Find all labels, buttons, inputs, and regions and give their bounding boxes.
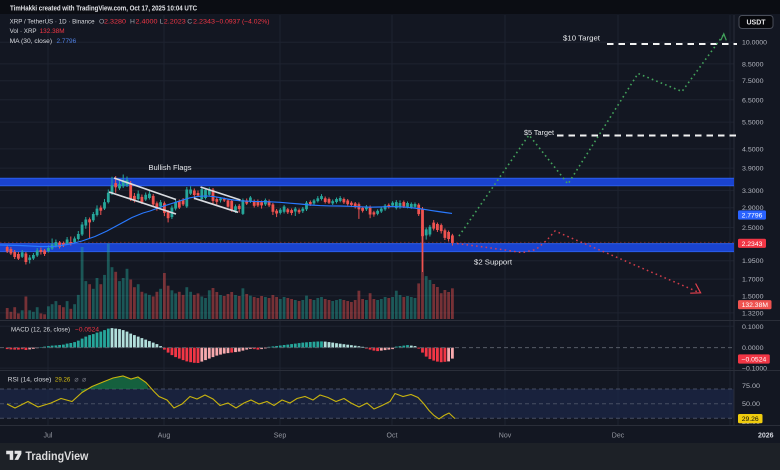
svg-text:2026: 2026 — [758, 433, 774, 440]
svg-text:TradingView: TradingView — [25, 449, 89, 463]
svg-text:Dec: Dec — [612, 433, 625, 440]
svg-text:⌀: ⌀ — [74, 376, 78, 383]
svg-text:3.9000: 3.9000 — [742, 166, 764, 173]
svg-text:$10 Target: $10 Target — [563, 34, 601, 43]
svg-text:XRP / TetherUS · 1D · Binance: XRP / TetherUS · 1D · Binance — [10, 19, 95, 26]
svg-text:L: L — [160, 19, 164, 26]
svg-text:3.3000: 3.3000 — [742, 188, 764, 195]
svg-text:2.2343: 2.2343 — [193, 19, 215, 26]
svg-text:⌀: ⌀ — [82, 376, 86, 383]
svg-text:8.5000: 8.5000 — [742, 61, 764, 68]
svg-text:RSI (14, close): RSI (14, close) — [8, 376, 52, 383]
svg-text:2.7796: 2.7796 — [742, 213, 763, 220]
svg-text:1.7000: 1.7000 — [742, 277, 764, 284]
svg-text:75.00: 75.00 — [742, 383, 760, 390]
svg-text:Jul: Jul — [44, 433, 53, 440]
svg-text:132.38M: 132.38M — [40, 28, 65, 35]
svg-text:2.9000: 2.9000 — [742, 205, 764, 212]
svg-text:USDT: USDT — [746, 20, 766, 27]
svg-text:MA (30, close): MA (30, close) — [10, 38, 53, 45]
svg-text:2.7796: 2.7796 — [57, 38, 77, 45]
svg-text:50.00: 50.00 — [742, 401, 760, 408]
svg-text:O: O — [99, 19, 104, 26]
svg-text:6.5000: 6.5000 — [742, 97, 764, 104]
svg-text:0.1000: 0.1000 — [742, 324, 764, 331]
svg-text:29.26: 29.26 — [55, 376, 71, 383]
svg-text:29.26: 29.26 — [742, 416, 759, 423]
svg-text:MACD (12, 26, close): MACD (12, 26, close) — [11, 327, 70, 334]
svg-text:C: C — [187, 19, 192, 26]
svg-text:Bullish Flags: Bullish Flags — [149, 163, 192, 172]
svg-text:2.5000: 2.5000 — [742, 225, 764, 232]
svg-text:2.3280: 2.3280 — [104, 19, 126, 26]
svg-text:Aug: Aug — [158, 433, 171, 440]
svg-text:2.2343: 2.2343 — [742, 241, 763, 248]
svg-text:Nov: Nov — [499, 433, 512, 440]
svg-text:10.0000: 10.0000 — [742, 40, 767, 47]
svg-text:2.4000: 2.4000 — [136, 19, 158, 26]
svg-text:7.5000: 7.5000 — [742, 78, 764, 85]
svg-text:1.3200: 1.3200 — [742, 310, 764, 317]
svg-text:TimHakki created with TradingV: TimHakki created with TradingView.com, O… — [10, 3, 197, 12]
svg-text:−0.0524: −0.0524 — [742, 357, 767, 364]
svg-text:−0.0524: −0.0524 — [75, 327, 99, 334]
svg-text:$2 Support: $2 Support — [474, 258, 513, 267]
svg-text:132.38M: 132.38M — [742, 302, 769, 309]
svg-text:Vol · XRP: Vol · XRP — [10, 28, 37, 35]
svg-text:1.5000: 1.5000 — [742, 293, 764, 300]
svg-text:1.9500: 1.9500 — [742, 258, 764, 265]
svg-text:5.5000: 5.5000 — [742, 120, 764, 127]
svg-text:H: H — [130, 19, 135, 26]
svg-text:Oct: Oct — [387, 433, 398, 440]
svg-text:4.5000: 4.5000 — [742, 146, 764, 153]
svg-text:Sep: Sep — [274, 433, 287, 440]
svg-text:$5 Target: $5 Target — [524, 128, 555, 137]
svg-text:−0.0937 (−4.02%): −0.0937 (−4.02%) — [216, 19, 270, 26]
svg-text:2.2023: 2.2023 — [164, 19, 186, 26]
svg-text:−0.1000: −0.1000 — [742, 366, 767, 373]
svg-text:0.0000: 0.0000 — [742, 345, 764, 352]
